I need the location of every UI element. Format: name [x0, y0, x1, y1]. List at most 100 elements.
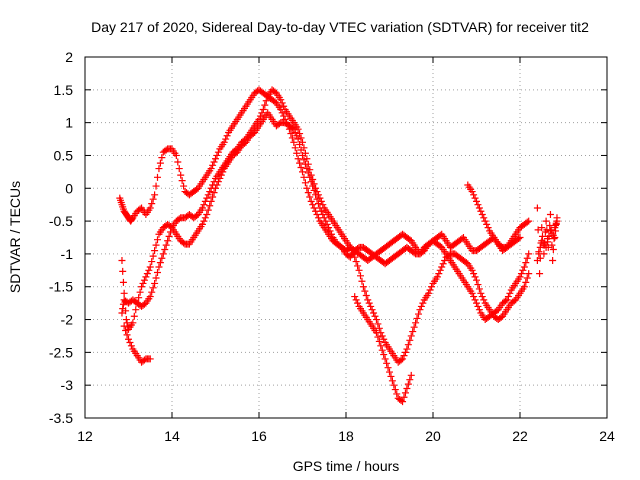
series-8: [533, 214, 561, 264]
data-point: [309, 201, 317, 209]
data-point: [470, 270, 478, 278]
data-point: [288, 134, 296, 142]
data-point: [123, 331, 131, 339]
data-point: [515, 235, 523, 243]
data-point: [519, 266, 527, 274]
x-tick-label: 16: [251, 428, 267, 444]
data-point: [180, 182, 188, 190]
data-point: [552, 227, 560, 235]
data-point: [323, 220, 331, 228]
data-point: [525, 250, 533, 258]
data-point: [381, 355, 389, 363]
y-tick-label: -3: [61, 377, 74, 393]
data-point: [306, 193, 314, 201]
data-point: [391, 386, 399, 394]
data-point: [262, 97, 270, 105]
data-point: [278, 99, 286, 107]
data-point: [294, 155, 302, 163]
data-point: [520, 283, 528, 291]
data-point: [155, 165, 163, 173]
data-point: [174, 158, 182, 166]
data-point: [326, 227, 334, 235]
data-point: [436, 266, 444, 274]
data-point: [146, 355, 154, 363]
data-point: [140, 276, 148, 284]
data-point: [390, 381, 398, 389]
data-point: [119, 305, 127, 313]
data-point: [149, 284, 157, 292]
data-point: [146, 293, 154, 301]
data-point: [473, 276, 480, 284]
data-point: [410, 323, 418, 331]
data-point: [475, 285, 483, 293]
data-point: [380, 335, 388, 343]
data-point: [164, 237, 172, 245]
data-point: [544, 238, 552, 246]
data-point: [388, 377, 396, 385]
data-point: [372, 329, 380, 337]
data-point: [393, 390, 401, 398]
data-point: [377, 342, 385, 350]
data-point: [132, 306, 140, 314]
data-point: [358, 277, 366, 285]
data-point: [151, 279, 159, 287]
data-point: [309, 176, 317, 184]
data-point: [470, 293, 478, 301]
data-point: [304, 160, 312, 168]
data-point: [359, 283, 367, 291]
data-point: [299, 168, 306, 176]
data-point: [346, 243, 354, 251]
data-point: [129, 319, 137, 327]
x-tick-label: 12: [77, 428, 93, 444]
data-point: [316, 194, 324, 202]
data-point: [303, 155, 311, 163]
data-point: [428, 283, 436, 291]
data-point: [504, 293, 512, 301]
data-point: [474, 281, 482, 289]
data-point: [480, 214, 488, 222]
data-point: [354, 262, 362, 270]
data-point: [412, 319, 420, 327]
plot-frame: [84, 56, 608, 419]
data-point: [303, 184, 311, 192]
data-point: [148, 288, 156, 296]
data-point: [119, 278, 127, 286]
data-point: [516, 234, 524, 241]
data-point: [403, 384, 411, 392]
data-point: [220, 138, 228, 146]
data-point: [175, 165, 183, 173]
data-point: [368, 306, 376, 314]
data-point: [378, 346, 386, 354]
data-point: [520, 263, 528, 271]
data-point: [367, 302, 375, 310]
data-point: [127, 342, 135, 350]
data-point: [407, 371, 415, 379]
data-point: [293, 149, 301, 157]
data-point: [546, 211, 554, 219]
data-point: [122, 326, 130, 334]
data-point: [222, 135, 230, 143]
data-point: [383, 359, 391, 367]
data-point: [525, 217, 533, 225]
data-point: [357, 272, 364, 280]
data-point: [352, 296, 360, 304]
data-point: [204, 206, 212, 214]
data-point: [142, 273, 150, 281]
data-point: [148, 258, 156, 266]
data-point: [138, 283, 146, 291]
data-point: [203, 211, 211, 219]
data-point: [475, 204, 483, 212]
data-point: [536, 270, 544, 278]
data-point: [364, 296, 372, 304]
data-point: [119, 267, 127, 275]
y-tick-label: 1: [65, 115, 73, 131]
data-point: [328, 230, 335, 238]
data-point: [400, 393, 408, 401]
data-point: [300, 144, 308, 152]
data-point: [468, 188, 476, 196]
data-point: [322, 217, 330, 225]
data-point: [471, 273, 479, 281]
data-point: [404, 380, 412, 388]
data-point: [403, 345, 411, 353]
data-point: [419, 299, 427, 307]
